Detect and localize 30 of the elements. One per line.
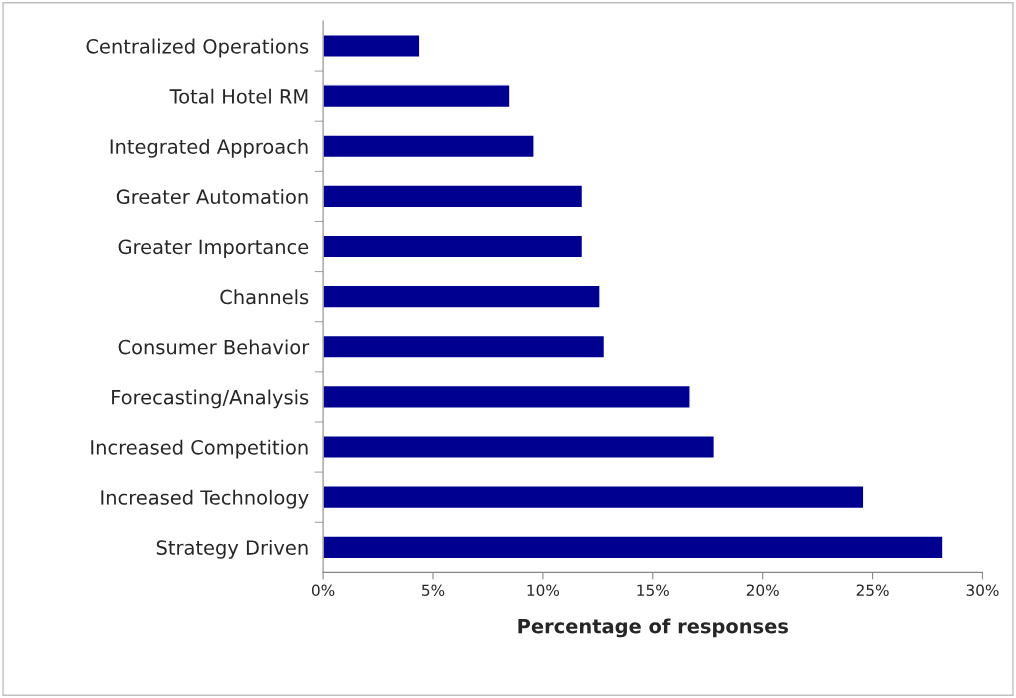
bar: [323, 435, 716, 460]
x-tick-label: 5%: [422, 584, 445, 596]
bar: [323, 535, 944, 560]
x-axis-title: Percentage of responses: [518, 618, 788, 638]
bar: [323, 284, 601, 309]
bar: [323, 84, 511, 109]
y-tick-label: Channels: [220, 289, 309, 305]
y-tick-label: Integrated Approach: [110, 138, 308, 158]
y-tick-label: Increased Technology: [101, 489, 309, 509]
x-tick-label: 30%: [966, 584, 999, 596]
bar: [323, 485, 865, 510]
bar: [323, 334, 606, 359]
x-tick-label: 10%: [527, 584, 560, 596]
bar: [323, 234, 584, 259]
bar: [323, 34, 421, 58]
x-tick-label: 0%: [311, 584, 335, 596]
y-tick-label: Consumer Behavior: [118, 339, 310, 355]
y-tick-label: Forecasting/Analysis: [112, 389, 309, 409]
y-tick-label: Total Hotel RM: [169, 88, 308, 104]
bar: [323, 384, 691, 409]
bar: [323, 184, 584, 209]
x-tick-label: 15%: [637, 584, 669, 596]
y-tick-label: Centralized Operations: [86, 38, 309, 58]
y-tick-label: Strategy Driven: [156, 539, 308, 559]
x-tick-label: 20%: [746, 584, 779, 596]
x-tick-label: 25%: [856, 584, 889, 596]
y-tick-label: Greater Importance: [118, 239, 309, 258]
bar: [323, 134, 535, 159]
y-tick-label: Increased Competition: [91, 439, 308, 459]
y-tick-label: Greater Automation: [116, 189, 308, 205]
